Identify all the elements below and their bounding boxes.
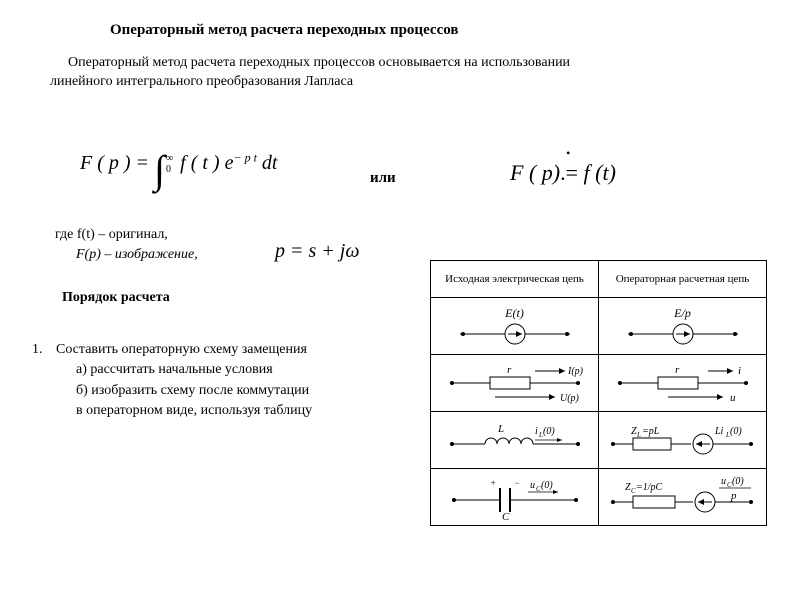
- lim-top: ∞: [166, 153, 173, 164]
- intro-paragraph: Операторный метод расчета переходных про…: [50, 54, 750, 92]
- capacitor-operator-icon: Z C =1/pC u C (0) p: [603, 472, 763, 522]
- svg-text:I(p): I(p): [567, 366, 584, 377]
- correspondence-formula: F ( p).= f (t): [510, 160, 616, 186]
- list-line2: а) рассчитать начальные условия: [76, 360, 432, 380]
- cell-r-operator: r i u: [599, 355, 767, 412]
- svg-text:r: r: [675, 364, 680, 376]
- svg-text:(0): (0): [543, 426, 555, 437]
- svg-text:L: L: [636, 431, 641, 439]
- table-header-row: Исходная электрическая цепь Операторная …: [431, 261, 767, 298]
- formula2-rhs: f (t): [584, 160, 616, 185]
- svg-text:+: +: [490, 478, 496, 488]
- svg-text:u: u: [730, 392, 736, 404]
- list-line4: в операторном виде, используя таблицу: [76, 401, 432, 421]
- list-line3: б) изобразить схему после коммутации: [76, 381, 432, 401]
- order-heading: Порядок расчета: [62, 290, 170, 306]
- formula1-dt: dt: [262, 152, 278, 174]
- where-block: где f(t) – оригинал, F(p) – изображение,: [55, 225, 198, 264]
- svg-text:C: C: [502, 511, 510, 520]
- where-line2: F(p) – изображение,: [76, 247, 198, 262]
- or-label: или: [370, 170, 396, 187]
- list-number: 1.: [32, 340, 56, 360]
- cell-C-operator: Z C =1/pC u C (0) p: [599, 469, 767, 526]
- page-title: Операторный метод расчета переходных про…: [110, 22, 690, 39]
- cell-emf-original: E(t): [431, 298, 599, 355]
- capacitor-original-icon: + − u C (0) C: [440, 474, 590, 520]
- svg-text:Li: Li: [714, 426, 724, 437]
- svg-text:=pL: =pL: [642, 426, 660, 437]
- laplace-integral-formula: F ( p ) = ∫ ∞ 0 f ( t ) e− p t dt: [80, 150, 277, 190]
- formula2-eq: .=: [560, 160, 578, 185]
- header-operator: Операторная расчетная цепь: [599, 261, 767, 298]
- inductor-operator-icon: Z L =pL Li L (0): [603, 420, 763, 460]
- table-row: + − u C (0) C Z C: [431, 469, 767, 526]
- procedure-list: 1.Составить операторную схему замещения …: [32, 340, 432, 421]
- table-row: L i L (0) Z L =pL Li: [431, 412, 767, 469]
- emf-original-icon: [455, 321, 575, 347]
- svg-text:=1/pC: =1/pC: [636, 482, 663, 493]
- p-definition: p = s + jω: [275, 240, 359, 263]
- para-line1: Операторный метод расчета переходных про…: [68, 55, 570, 70]
- cell-L-operator: Z L =pL Li L (0): [599, 412, 767, 469]
- svg-text:(0): (0): [541, 480, 553, 491]
- header-original: Исходная электрическая цепь: [431, 261, 599, 298]
- svg-text:i: i: [535, 426, 538, 437]
- integral-sign: ∫: [154, 150, 165, 190]
- formula2-lhs: F ( p): [510, 160, 560, 185]
- svg-text:i: i: [738, 365, 741, 377]
- table-row: r I(p) U(p) r i u: [431, 355, 767, 412]
- formula1-integrand: f ( t ) e: [180, 152, 233, 174]
- formula1-exp: − p t: [233, 150, 256, 164]
- svg-text:r: r: [507, 364, 512, 376]
- cell-L-original: L i L (0): [431, 412, 599, 469]
- list-line1: Составить операторную схему замещения: [56, 342, 307, 357]
- svg-text:p: p: [730, 490, 737, 502]
- cell-r-original: r I(p) U(p): [431, 355, 599, 412]
- svg-text:u: u: [530, 480, 535, 491]
- svg-text:u: u: [721, 476, 726, 487]
- inductor-original-icon: L i L (0): [440, 420, 590, 460]
- label-Et: E(t): [432, 306, 597, 321]
- svg-text:(0): (0): [732, 476, 744, 487]
- resistor-original-icon: r I(p) U(p): [440, 361, 590, 405]
- svg-text:U(p): U(p): [560, 393, 580, 404]
- where-line1: где f(t) – оригинал,: [55, 227, 168, 242]
- svg-text:(0): (0): [730, 426, 742, 437]
- emf-operator-icon: [623, 321, 743, 347]
- table-row: E(t) E/p: [431, 298, 767, 355]
- lim-bot: 0: [166, 164, 171, 175]
- svg-text:L: L: [497, 423, 504, 435]
- svg-text:−: −: [514, 478, 520, 488]
- cell-C-original: + − u C (0) C: [431, 469, 599, 526]
- formula1-lhs: F ( p ) =: [80, 152, 149, 174]
- para-line2: линейного интегрального преобразования Л…: [50, 74, 353, 89]
- integral-limits: ∞ 0: [166, 153, 173, 175]
- conversion-table: Исходная электрическая цепь Операторная …: [430, 260, 767, 526]
- label-Ep: E/p: [600, 306, 765, 321]
- resistor-operator-icon: r i u: [608, 361, 758, 405]
- cell-emf-operator: E/p: [599, 298, 767, 355]
